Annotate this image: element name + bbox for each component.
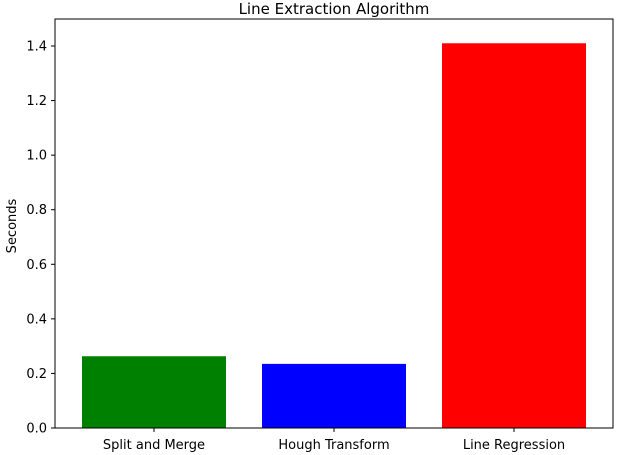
- x-ticks-group: Split and Merge Hough Transform Line Regre…: [103, 428, 565, 453]
- y-tick-label: 0.0: [26, 422, 47, 437]
- y-tick-label: 1.4: [26, 40, 47, 55]
- plot-frame: [54, 18, 614, 429]
- bar-hough-transform: [262, 363, 406, 428]
- y-tick-label: 0.8: [26, 203, 47, 218]
- x-tick-label: Hough Transform: [278, 438, 389, 453]
- x-tick-label: Split and Merge: [103, 438, 205, 453]
- bar-split-and-merge: [82, 356, 226, 428]
- y-axis-label: Seconds: [5, 198, 20, 253]
- bar-line-regression: [442, 43, 586, 429]
- y-tick-label: 0.6: [26, 258, 47, 273]
- y-tick-label: 1.2: [26, 94, 47, 109]
- y-tick-label: 0.2: [26, 367, 47, 382]
- y-tick-label: 1.0: [26, 149, 47, 164]
- y-tick-label: 0.4: [26, 312, 47, 327]
- chart-title: Line Extraction Algorithm: [239, 0, 430, 18]
- bars-group: [82, 43, 586, 429]
- x-tick-label: Line Regression: [463, 438, 565, 453]
- y-ticks-group: 0.0 0.2 0.4 0.6 0.8 1.0 1.2 1.4: [26, 40, 55, 437]
